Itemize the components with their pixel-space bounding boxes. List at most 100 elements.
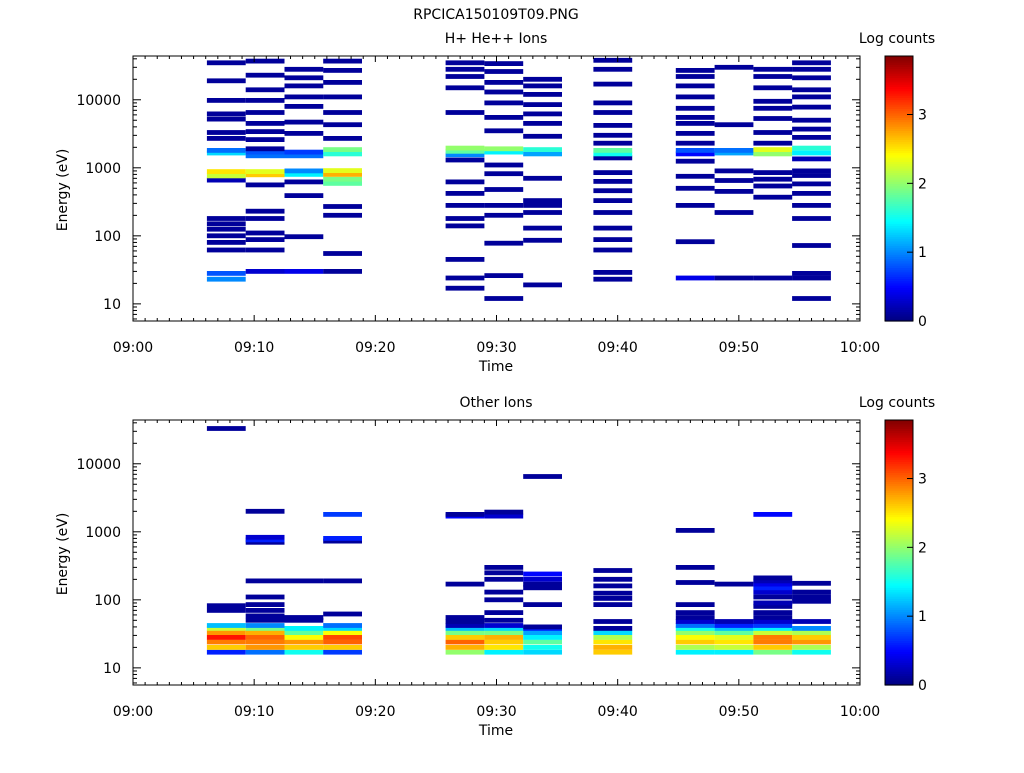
colorbar-segment — [885, 563, 913, 567]
heatmap-cell — [445, 626, 485, 631]
heatmap-cell — [206, 78, 246, 84]
heatmap-cell — [284, 234, 324, 240]
heatmap-cell — [445, 203, 485, 208]
colorbar-segment — [885, 215, 913, 218]
heatmap-cell — [445, 285, 485, 291]
heatmap-cell — [714, 168, 754, 174]
heatmap-cell — [284, 131, 324, 136]
heatmap-cell — [206, 608, 246, 613]
heatmap-cell — [753, 66, 793, 72]
colorbar-segment — [885, 312, 913, 315]
heatmap-cell — [245, 146, 285, 152]
colorbar-segment — [885, 82, 913, 86]
heatmap-cell — [484, 610, 524, 615]
heatmap-cell — [523, 282, 562, 288]
heatmap-cell — [523, 210, 562, 215]
x-tick-label: 09:20 — [355, 704, 395, 720]
colorbar-segment — [885, 660, 913, 664]
colorbar-segment — [885, 636, 913, 640]
heatmap-cell — [523, 237, 562, 243]
heatmap-cell — [753, 581, 793, 587]
colorbar-segment — [885, 623, 913, 626]
colorbar-segment — [885, 292, 913, 296]
colorbar-segment — [885, 607, 913, 611]
heatmap-cell — [593, 148, 633, 153]
colorbar-segment — [885, 137, 913, 141]
colorbar-segment — [885, 605, 913, 609]
colorbar-segment — [885, 261, 913, 265]
heatmap-cell — [245, 508, 285, 514]
heatmap-cell — [753, 170, 793, 175]
heatmap-cell — [445, 635, 485, 640]
heatmap-cell — [714, 645, 754, 650]
colorbar-segment — [885, 669, 913, 673]
colorbar-segment — [885, 651, 913, 655]
heatmap-cell — [323, 147, 362, 152]
colorbar-segment — [885, 290, 913, 293]
colorbar-segment — [885, 307, 913, 311]
colorbar-segment — [885, 89, 913, 92]
colorbar-segment — [885, 206, 913, 209]
heatmap-cell — [245, 230, 285, 236]
colorbar-label: Log counts — [859, 31, 935, 47]
heatmap-cell — [323, 626, 362, 631]
colorbar-segment — [885, 656, 913, 660]
heatmap-cell — [792, 60, 831, 66]
colorbar-segment — [885, 252, 913, 256]
colorbar-segment — [885, 583, 913, 587]
heatmap-cell — [753, 105, 793, 111]
heatmap-cell — [284, 626, 324, 631]
heatmap-cell — [284, 617, 324, 623]
colorbar-segment — [885, 120, 913, 123]
heatmap-cell — [284, 172, 324, 177]
colorbar-segment — [885, 470, 913, 474]
heatmap-cell — [792, 168, 831, 174]
heatmap-cell — [484, 61, 524, 66]
colorbar-segment — [885, 433, 913, 437]
x-tick-label: 09:00 — [113, 340, 153, 356]
heatmap-cell — [792, 580, 831, 586]
heatmap-cell — [792, 594, 831, 600]
colorbar-segment — [885, 91, 913, 95]
colorbar-segment — [885, 627, 913, 631]
heatmap-cell — [323, 538, 362, 544]
heatmap-cell — [484, 128, 524, 134]
colorbar-segment — [885, 62, 913, 66]
colorbar-segment — [885, 117, 913, 121]
heatmap-cell — [245, 623, 285, 628]
heatmap-cell — [206, 111, 246, 117]
heatmap-cell — [675, 626, 715, 631]
x-axis-label: Time — [478, 723, 513, 739]
colorbar-segment — [885, 188, 913, 192]
heatmap-cell — [445, 145, 485, 151]
colorbar-segment — [885, 199, 913, 203]
heatmap-cell — [484, 162, 524, 168]
heatmap-cell — [445, 512, 485, 517]
heatmap-cell — [245, 58, 285, 64]
colorbar-segment — [885, 585, 913, 589]
heatmap-cell — [284, 104, 324, 109]
colorbar-segment — [885, 124, 913, 128]
colorbar-segment — [885, 632, 913, 635]
colorbar-segment — [885, 609, 913, 613]
heatmap-cell — [675, 121, 715, 126]
colorbar: 0 1 2 3 — [884, 55, 927, 330]
heatmap-cell — [245, 98, 285, 103]
heatmap-cell — [675, 173, 715, 179]
heatmap-cell — [593, 100, 633, 106]
heatmap-cell — [206, 603, 246, 609]
colorbar-segment — [885, 435, 913, 439]
colorbar-segment — [885, 106, 913, 110]
heatmap-cell — [484, 115, 524, 120]
colorbar-segment — [885, 532, 913, 536]
colorbar-segment — [885, 164, 913, 168]
colorbar-segment — [885, 468, 913, 472]
heatmap-cell — [284, 119, 324, 125]
panel-title: Other Ions — [459, 395, 532, 411]
heatmap-cell — [206, 136, 246, 141]
colorbar-segment — [885, 559, 913, 562]
heatmap-cell — [323, 536, 362, 541]
heatmap-cell — [675, 623, 715, 628]
colorbar-segment — [885, 665, 913, 668]
